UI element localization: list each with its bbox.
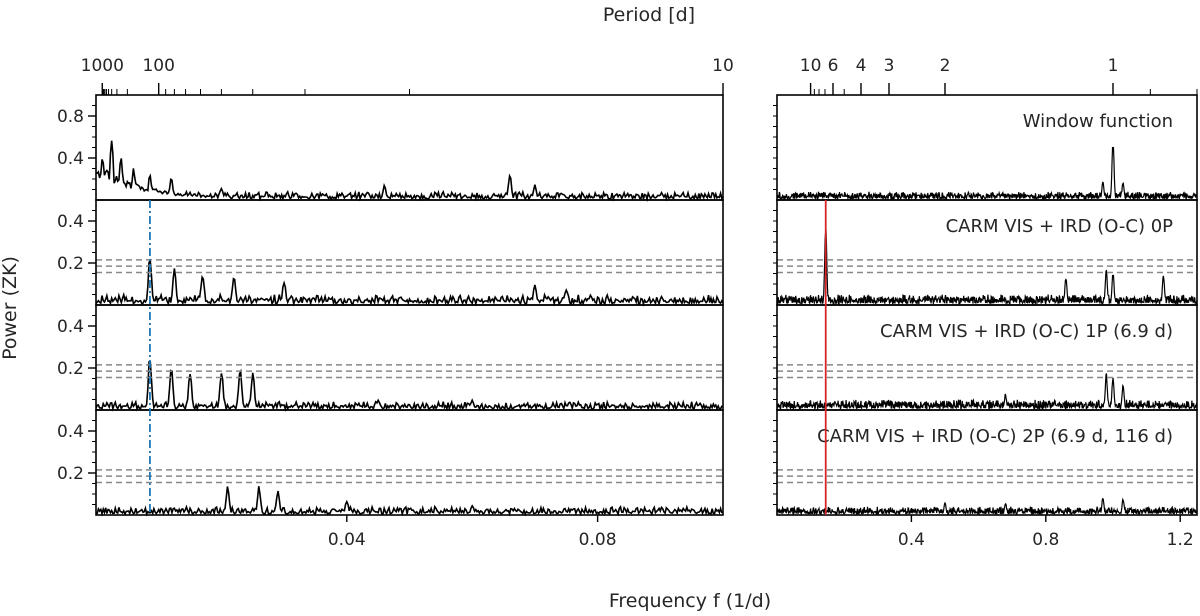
x-tick-label: 0.4 <box>898 530 925 550</box>
right-panel-3: CARM VIS + IRD (O-C) 1P (6.9 d) <box>773 304 1198 412</box>
power-line <box>95 140 724 203</box>
period-tick-label: 10 <box>800 56 822 76</box>
y-tick-label: 0.2 <box>57 359 84 379</box>
power-line <box>95 360 724 413</box>
period-tick-label: 3 <box>884 56 895 76</box>
period-tick-label: 10 <box>712 56 734 76</box>
panel-frame <box>95 409 724 516</box>
period-tick-label: 2 <box>940 56 951 76</box>
x-tick-label: 0.8 <box>1032 530 1059 550</box>
y-tick-label: 0.4 <box>57 422 84 442</box>
panel-frame <box>95 94 724 201</box>
panel-label: CARM VIS + IRD (O-C) 2P (6.9 d, 116 d) <box>817 426 1173 447</box>
power-line <box>776 146 1198 202</box>
power-line <box>776 373 1198 412</box>
bottom-axis-title: Frequency f (1/d) <box>609 590 771 612</box>
x-tick-label: 1.2 <box>1167 530 1194 550</box>
panel-label: CARM VIS + IRD (O-C) 1P (6.9 d) <box>880 321 1173 342</box>
panel-frame <box>95 304 724 411</box>
right-column: Window function CARM VIS + IRD (O-C) 0P CA… <box>773 56 1198 550</box>
left-column: 0.4 0.8 0.2 0.4 0.2 0.4 0.2 0.4 0.04 0.08 1000 100 1… <box>57 56 734 550</box>
right-panel-1: Window function <box>773 94 1198 202</box>
y-tick-label: 0.2 <box>57 254 84 274</box>
power-line <box>95 486 724 517</box>
y-tick-label: 0.4 <box>57 212 84 232</box>
y-tick-label: 0.4 <box>57 317 84 337</box>
panel-frame <box>95 199 724 306</box>
x-tick-label: 0.08 <box>579 530 617 550</box>
left-panel-3: 0.2 0.4 <box>57 304 724 413</box>
period-tick-label: 1000 <box>81 56 124 76</box>
power-line <box>95 258 724 307</box>
power-line <box>776 497 1198 517</box>
left-panel-1: 0.4 0.8 <box>57 94 724 203</box>
period-tick-label: 1 <box>1108 56 1119 76</box>
left-panel-4: 0.2 0.4 <box>57 409 724 517</box>
period-tick-label: 100 <box>142 56 174 76</box>
y-tick-label: 0.8 <box>57 107 84 127</box>
period-tick-label: 4 <box>856 56 867 76</box>
y-tick-label: 0.4 <box>57 149 84 169</box>
plot-area: 0.4 0.8 0.2 0.4 0.2 0.4 0.2 0.4 0.04 0.08 1000 100 1… <box>57 56 1198 550</box>
y-tick-label: 0.2 <box>57 464 84 484</box>
left-axis-title: Power (ZK) <box>0 256 21 360</box>
power-line <box>776 229 1198 307</box>
panel-label: Window function <box>1023 111 1173 132</box>
x-tick-label: 0.04 <box>328 530 366 550</box>
left-panel-2: 0.2 0.4 <box>57 199 724 307</box>
period-tick-label: 6 <box>828 56 839 76</box>
right-panel-4: CARM VIS + IRD (O-C) 2P (6.9 d, 116 d) <box>773 409 1198 517</box>
panel-label: CARM VIS + IRD (O-C) 0P <box>946 216 1174 237</box>
right-panel-2: CARM VIS + IRD (O-C) 0P <box>773 199 1198 307</box>
top-axis-title: Period [d] <box>603 4 695 26</box>
